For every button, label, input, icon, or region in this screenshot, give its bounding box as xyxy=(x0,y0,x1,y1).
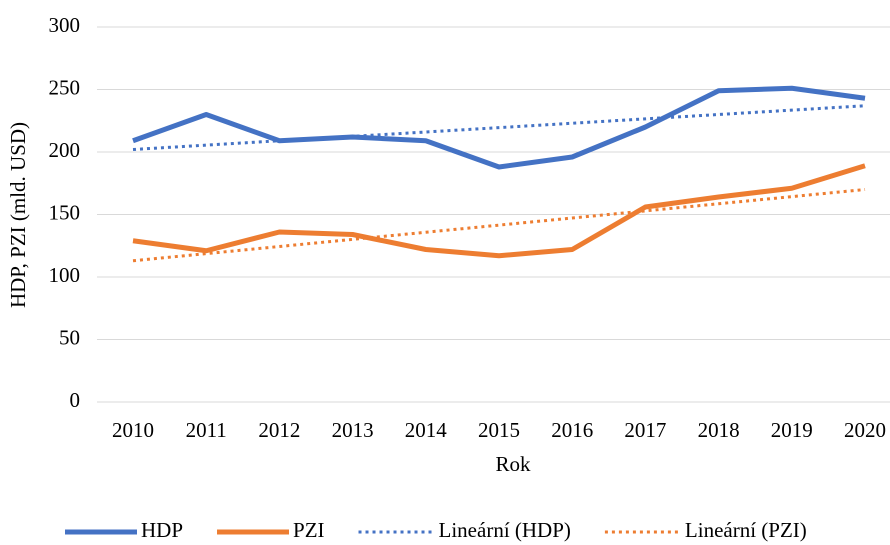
x-axis-label: Rok xyxy=(495,452,531,476)
x-tick-label: 2011 xyxy=(186,418,227,442)
y-tick-label: 150 xyxy=(49,200,81,224)
x-tick-label: 2015 xyxy=(478,418,520,442)
x-tick-label: 2010 xyxy=(112,418,154,442)
series-line xyxy=(132,85,866,170)
x-tick-label: 2016 xyxy=(551,418,593,442)
y-tick-label: 50 xyxy=(59,325,80,349)
y-tick-label: 0 xyxy=(70,388,81,412)
y-tick-label: 250 xyxy=(49,75,81,99)
y-tick-label: 300 xyxy=(49,13,81,37)
y-tick-label: 100 xyxy=(49,263,81,287)
y-axis-label: HDP, PZI (mld. USD) xyxy=(6,122,30,308)
legend-label: HDP xyxy=(141,518,183,542)
y-tick-label: 200 xyxy=(49,138,81,162)
x-tick-label: 2014 xyxy=(405,418,448,442)
x-tick-label: 2012 xyxy=(258,418,300,442)
x-tick-label: 2017 xyxy=(624,418,666,442)
legend-label: PZI xyxy=(293,518,325,542)
legend-label: Lineární (HDP) xyxy=(439,518,571,542)
x-tick-label: 2018 xyxy=(698,418,740,442)
series-line xyxy=(132,163,866,259)
x-tick-label: 2013 xyxy=(332,418,374,442)
series-line xyxy=(132,104,866,151)
x-tick-label: 2019 xyxy=(771,418,813,442)
x-tick-label: 2020 xyxy=(844,418,886,442)
series-line xyxy=(132,188,866,263)
legend-label: Lineární (PZI) xyxy=(685,518,807,542)
